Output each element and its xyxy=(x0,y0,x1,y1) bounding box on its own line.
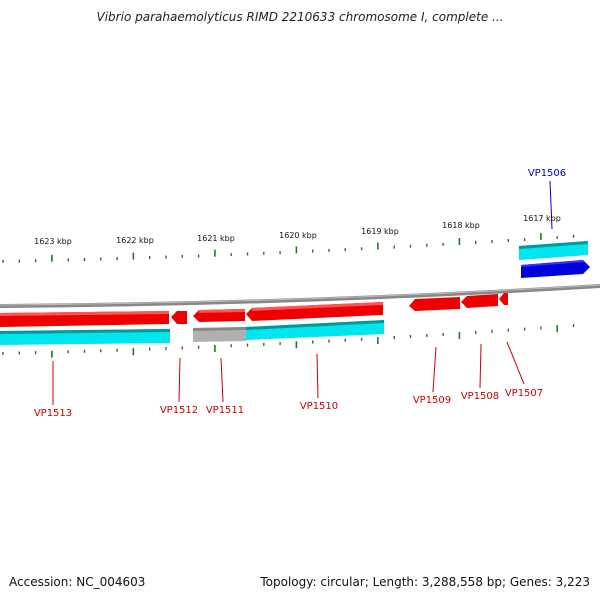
gene-shade-vp1513 xyxy=(0,311,169,316)
leader-lines xyxy=(52,180,553,405)
ruler-labels: 1623 kbp 1622 kbp 1621 kbp 1620 kbp 1619… xyxy=(34,214,561,246)
ruler-label-1620: 1620 kbp xyxy=(279,231,317,240)
feature-gray-edge xyxy=(193,327,246,331)
gene-label-vp1506[interactable]: VP1506 xyxy=(528,168,566,179)
gene-label-vp1508[interactable]: VP1508 xyxy=(461,391,499,402)
inner-ruler xyxy=(2,324,575,358)
backbone-arc xyxy=(0,284,600,308)
genome-summary-text: Topology: circular; Length: 3,288,558 bp… xyxy=(260,575,590,589)
map-title: Vibrio parahaemolyticus RIMD 2210633 chr… xyxy=(96,10,504,24)
gene-label-vp1511[interactable]: VP1511 xyxy=(206,405,244,416)
gene-shade-vp1511 xyxy=(199,309,245,313)
feature-cyan-edge xyxy=(0,329,170,334)
gene-arrow-vp1512[interactable] xyxy=(171,311,187,324)
ruler-label-1619: 1619 kbp xyxy=(361,227,399,236)
leader-vp1512 xyxy=(178,357,181,403)
outer-ruler xyxy=(2,233,575,263)
ruler-label-1622: 1622 kbp xyxy=(116,236,154,245)
ruler-label-1617: 1617 kbp xyxy=(523,214,561,223)
ruler-label-1618: 1618 kbp xyxy=(442,221,480,230)
feature-cyan-edge xyxy=(246,320,384,330)
ruler-label-1621: 1621 kbp xyxy=(197,234,235,243)
gene-label-vp1512[interactable]: VP1512 xyxy=(160,405,198,416)
leader-vp1508 xyxy=(479,343,482,389)
gene-label-vp1513[interactable]: VP1513 xyxy=(34,408,72,419)
gene-vp1506-track[interactable] xyxy=(519,241,590,278)
leader-vp1511 xyxy=(220,357,224,403)
gene-arrow-vp1509[interactable] xyxy=(409,297,460,311)
leader-vp1510 xyxy=(316,353,319,399)
gene-arrow-shade xyxy=(521,260,585,267)
gene-label-vp1507[interactable]: VP1507 xyxy=(505,388,543,399)
gene-arrow-vp1508[interactable] xyxy=(461,294,498,308)
backbone-highlight xyxy=(0,284,600,306)
leader-vp1509 xyxy=(432,346,437,393)
inner-features xyxy=(0,320,384,345)
ruler-label-1623: 1623 kbp xyxy=(34,237,72,246)
leader-vp1506 xyxy=(549,180,553,230)
gene-labels: VP1506 VP1507 VP1508 VP1509 VP1510 VP151… xyxy=(34,168,566,419)
accession-text: Accession: NC_004603 xyxy=(9,575,146,589)
feature-cyan-vp1510 xyxy=(246,320,384,340)
red-genes[interactable] xyxy=(0,293,508,327)
gene-label-vp1509[interactable]: VP1509 xyxy=(413,395,451,406)
leader-vp1507 xyxy=(506,341,525,385)
gene-label-vp1510[interactable]: VP1510 xyxy=(300,401,338,412)
feature-cyan-edge xyxy=(519,241,588,249)
gene-shade-vp1510 xyxy=(252,302,383,311)
gene-arrow-vp1507[interactable] xyxy=(499,293,508,305)
